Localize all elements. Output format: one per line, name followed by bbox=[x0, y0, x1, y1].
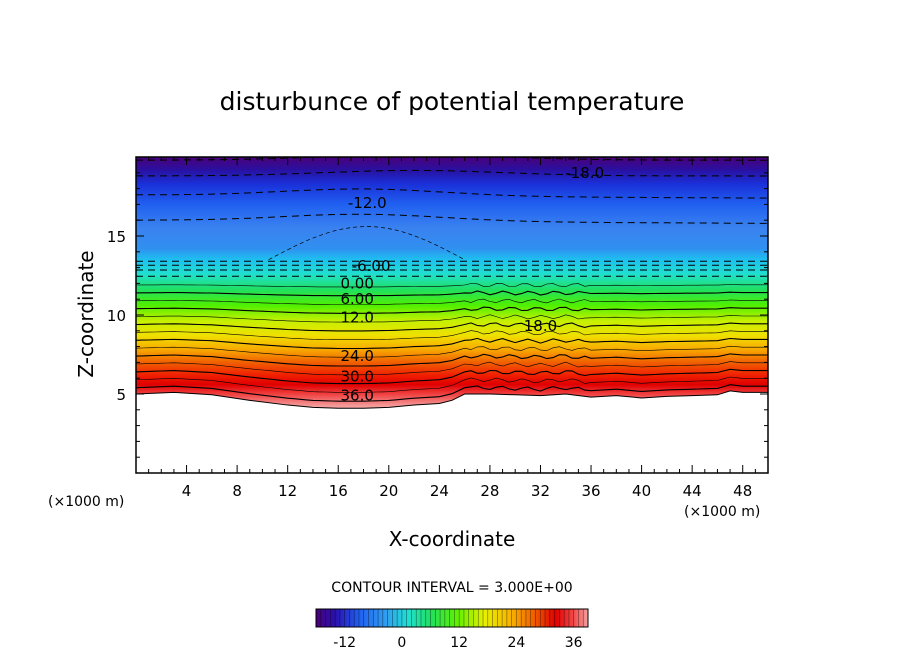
contour-line bbox=[136, 298, 768, 305]
contour-line bbox=[136, 330, 768, 340]
dashed-contour-line bbox=[136, 188, 768, 199]
contour-label: 24.0 bbox=[340, 347, 373, 365]
contour-line bbox=[136, 353, 768, 367]
contour-line bbox=[136, 306, 768, 314]
x-unit-label-left: (×1000 m) bbox=[48, 494, 124, 510]
contour-label: 12.0 bbox=[340, 308, 373, 326]
contour-label: 36.0 bbox=[340, 387, 373, 405]
x-tick-label: 36 bbox=[581, 482, 600, 500]
contour-label: -12.0 bbox=[348, 194, 387, 212]
colorbar-gradient-bar bbox=[315, 608, 589, 628]
contour-line bbox=[136, 345, 768, 358]
chart-title: disturbunce of potential temperature bbox=[220, 87, 685, 116]
dashed-contour-line bbox=[136, 213, 768, 224]
plot-area bbox=[136, 157, 768, 409]
y-tick-label: 10 bbox=[107, 307, 126, 325]
y-tick-label: 15 bbox=[107, 228, 126, 246]
y-axis-title: Z-coordinate bbox=[74, 250, 98, 377]
contour-line bbox=[136, 290, 768, 297]
x-tick-label: 4 bbox=[182, 482, 192, 500]
colorbar-ticks: -12 0 12 24 36 bbox=[333, 635, 582, 651]
contour-line bbox=[136, 384, 768, 402]
contour-line bbox=[136, 283, 768, 288]
x-tick-label: 24 bbox=[430, 482, 449, 500]
x-tick-label: 20 bbox=[379, 482, 398, 500]
x-tick-label: 44 bbox=[683, 482, 702, 500]
y-axis-ticks: 5 10 15 bbox=[107, 172, 768, 458]
x-tick-label: 48 bbox=[733, 482, 752, 500]
colorbar-tick-label: 12 bbox=[450, 635, 468, 651]
y-tick-label: 5 bbox=[116, 386, 126, 404]
surface-contour bbox=[136, 390, 768, 409]
contour-line bbox=[136, 314, 768, 323]
contour-label: 0.00 bbox=[340, 274, 373, 292]
x-tick-label: 40 bbox=[632, 482, 651, 500]
contour-label: 18.0 bbox=[524, 317, 557, 335]
contour-lines bbox=[136, 283, 768, 402]
x-tick-label: 8 bbox=[232, 482, 242, 500]
contour-label: 6.00 bbox=[340, 290, 373, 308]
contour-line bbox=[136, 361, 768, 376]
dashed-contour-line bbox=[136, 169, 768, 177]
dashed-contour-dome bbox=[268, 226, 465, 261]
colorbar-tick-label: 36 bbox=[565, 635, 583, 651]
contour-line bbox=[136, 322, 768, 332]
contour-line bbox=[136, 368, 768, 385]
x-tick-label: 16 bbox=[329, 482, 348, 500]
colorbar-tick-label: 24 bbox=[508, 635, 526, 651]
dashed-contour-lines bbox=[136, 157, 768, 277]
colorbar-dividers bbox=[320, 609, 584, 627]
contour-label: 30.0 bbox=[340, 368, 373, 386]
contour-line bbox=[136, 337, 768, 350]
x-tick-label: 12 bbox=[278, 482, 297, 500]
contour-label: -18.0 bbox=[565, 164, 604, 182]
contour-line bbox=[136, 376, 768, 393]
x-tick-label: 32 bbox=[531, 482, 550, 500]
temperature-field bbox=[136, 157, 768, 409]
x-unit-label-right: (×1000 m) bbox=[684, 504, 760, 520]
colorbar-tick-label: 0 bbox=[397, 635, 406, 651]
x-axis-ticks: 4 8 12 16 20 24 28 32 36 40 44 48 bbox=[148, 157, 769, 500]
x-tick-label: 28 bbox=[480, 482, 499, 500]
colorbar: -12 0 12 24 36 bbox=[315, 608, 589, 651]
x-axis-title: X-coordinate bbox=[389, 527, 516, 551]
contour-label: -6.00 bbox=[352, 257, 391, 275]
contour-interval-label: CONTOUR INTERVAL = 3.000E+00 bbox=[331, 580, 572, 596]
colorbar-tick-label: -12 bbox=[333, 635, 356, 651]
